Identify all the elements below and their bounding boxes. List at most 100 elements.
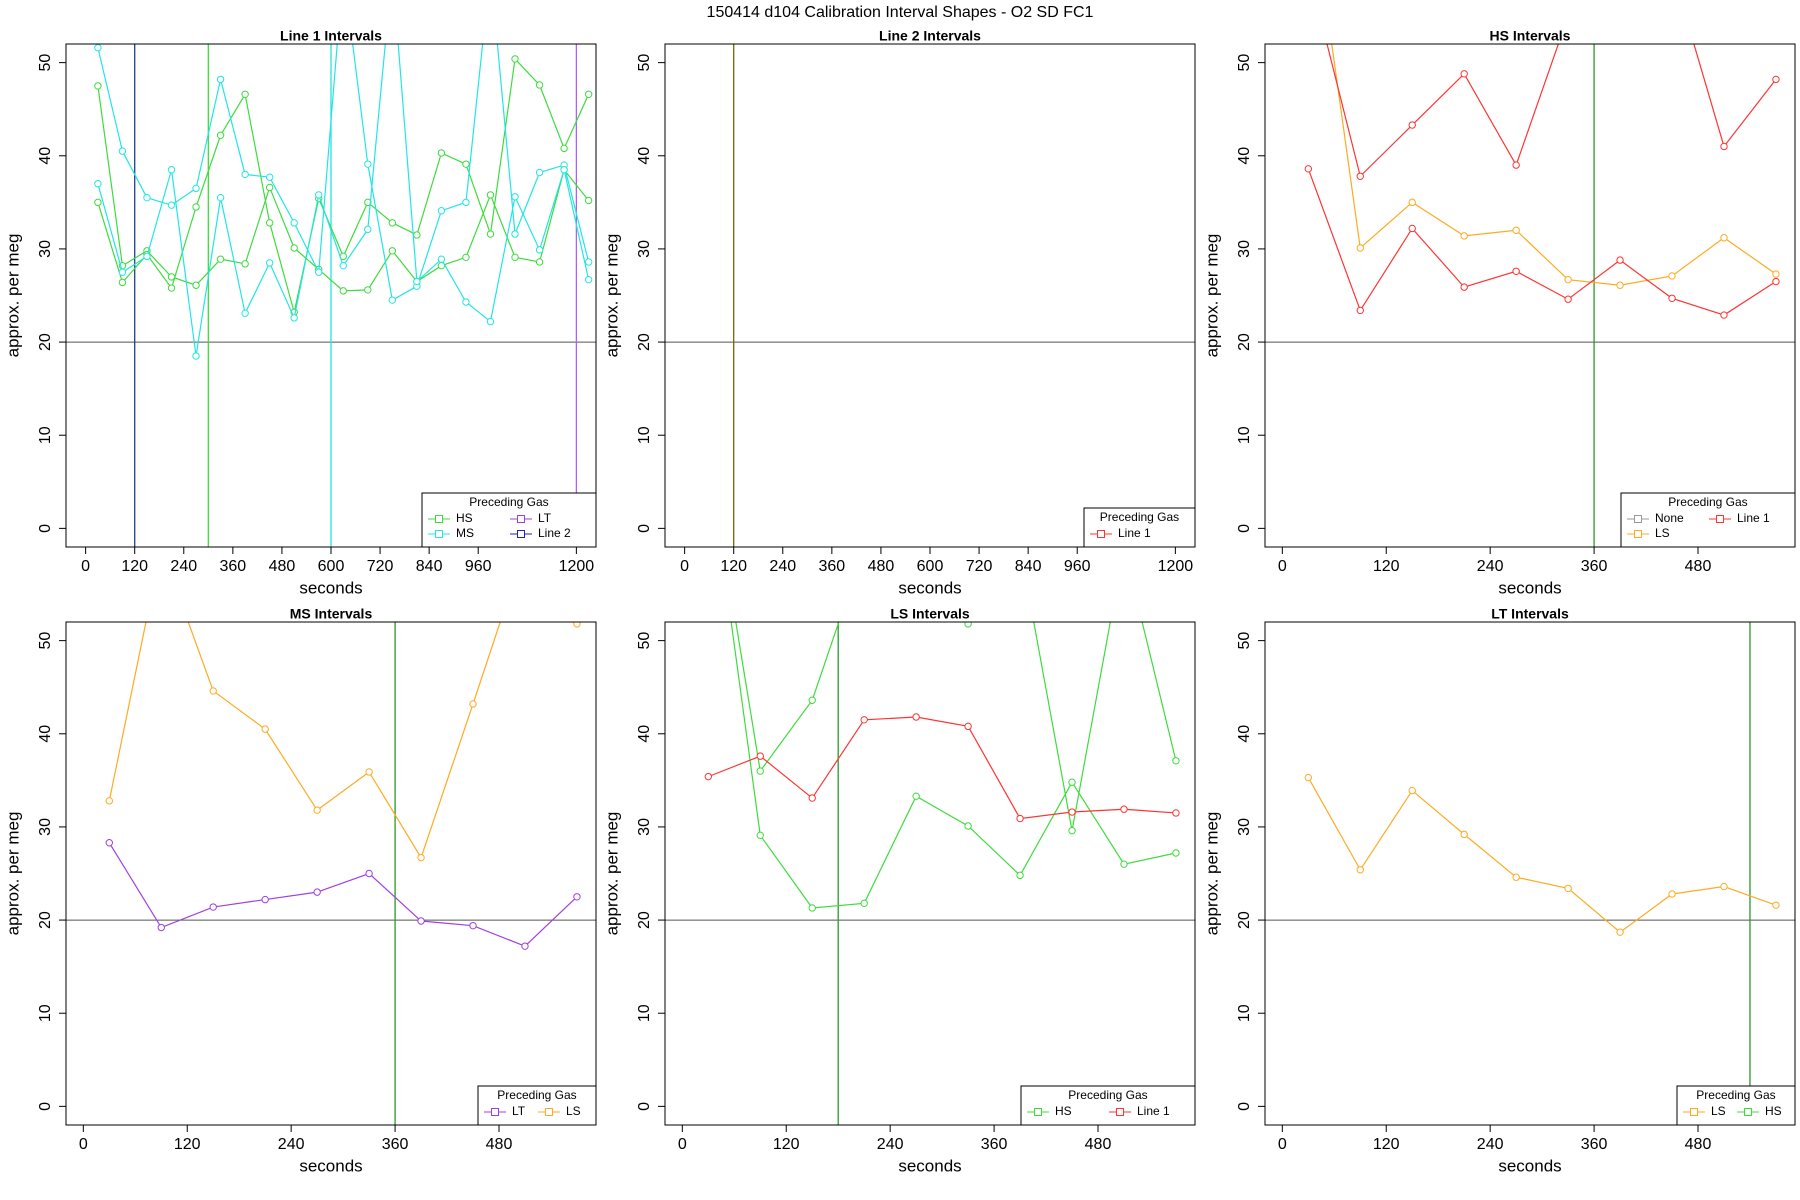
x-tick-label: 1200 [559, 558, 595, 575]
data-point [1356, 244, 1364, 252]
panel-title: LS Intervals [890, 606, 970, 622]
data-point [705, 451, 711, 457]
data-point [462, 253, 470, 262]
data-point [486, 230, 495, 238]
y-tick-label: 20 [1236, 911, 1253, 929]
panel: Line 1 Intervals seconds approx. per meg 0 1… [3, 28, 597, 597]
data-point [192, 352, 200, 360]
data-point [364, 198, 372, 207]
data-point [216, 193, 225, 202]
plot-area [66, 622, 596, 1125]
data-point [535, 246, 544, 254]
figure-title: 150414 d104 Calibration Interval Shapes … [707, 4, 1094, 21]
legend-label: MS [456, 526, 474, 540]
data-point [1460, 232, 1468, 240]
data-point [560, 166, 568, 174]
legend-box [477, 1085, 597, 1126]
legend-title: Preceding Gas [1068, 1088, 1147, 1102]
data-point [1616, 281, 1624, 289]
data-point [511, 253, 519, 262]
legend-title: Preceding Gas [1100, 510, 1179, 524]
data-point [1616, 256, 1624, 264]
y-tick-label: 20 [636, 911, 653, 929]
x-tick-label: 120 [773, 1136, 800, 1153]
x-tick-label: 360 [981, 1136, 1008, 1153]
data-point [365, 768, 373, 776]
plot-frame [65, 43, 597, 548]
y-tick-label: 50 [37, 54, 54, 72]
data-point [1068, 808, 1076, 816]
data-point [413, 277, 421, 286]
y-tick-label: 0 [636, 524, 653, 533]
data-point [388, 296, 397, 304]
data-point [1120, 805, 1128, 813]
data-point [1408, 198, 1416, 207]
data-point [315, 191, 323, 199]
data-point [808, 794, 816, 802]
data-point [1772, 270, 1780, 278]
y-tick-label: 10 [1236, 426, 1253, 444]
data-point [912, 713, 920, 721]
legend-label: Line 1 [1118, 526, 1151, 540]
legend-marker [1744, 1108, 1752, 1116]
legend-label: Line 1 [1737, 511, 1770, 525]
x-tick-label: 120 [1373, 1136, 1400, 1153]
data-point [290, 244, 298, 252]
y-tick-label: 10 [37, 426, 54, 444]
data-point [462, 298, 470, 306]
legend-box [1083, 507, 1196, 548]
data-point [1720, 142, 1728, 151]
data-point [573, 893, 581, 901]
x-tick-label: 0 [678, 1136, 687, 1153]
data-point [469, 921, 477, 930]
data-point [241, 90, 249, 99]
x-tick-label: 0 [81, 558, 90, 575]
data-point [1356, 866, 1364, 874]
data-point [584, 258, 593, 266]
data-point [1356, 172, 1364, 180]
y-tick-label: 20 [37, 333, 54, 351]
data-point [1564, 884, 1572, 893]
data-point [143, 252, 151, 261]
data-point [216, 131, 225, 139]
legend-label: LT [512, 1104, 526, 1118]
data-point [313, 806, 321, 814]
data-point [339, 287, 347, 295]
data-point [167, 166, 176, 174]
y-tick-label: 40 [1236, 147, 1253, 165]
legend-box [1020, 1085, 1196, 1126]
x-tick-label: 120 [720, 558, 747, 575]
x-axis-label: seconds [1498, 1156, 1561, 1175]
y-tick-label: 30 [636, 818, 653, 836]
legend-marker [1097, 530, 1105, 538]
data-point [704, 772, 713, 781]
x-tick-label: 240 [769, 558, 796, 575]
y-axis-label: approx. per meg [602, 812, 621, 936]
data-point [462, 160, 470, 168]
y-axis-label: approx. per meg [602, 234, 621, 358]
data-point [167, 284, 176, 292]
data-point [1068, 778, 1076, 786]
legend-label: LT [538, 511, 552, 525]
data-point [1720, 882, 1728, 891]
data-point [1668, 890, 1676, 898]
data-point [912, 792, 920, 800]
data-point [313, 888, 321, 896]
data-point [1668, 272, 1676, 280]
legend-marker [1634, 515, 1642, 523]
x-tick-label: 360 [382, 1136, 409, 1153]
data-point [511, 55, 519, 63]
data-point [192, 281, 200, 289]
y-tick-label: 40 [636, 147, 653, 165]
data-point [584, 196, 593, 205]
legend-label: HS [1055, 1104, 1072, 1118]
data-point [860, 716, 868, 724]
y-axis-label: approx. per meg [3, 812, 22, 936]
y-tick-label: 10 [636, 426, 653, 444]
data-point [1460, 283, 1468, 291]
y-axis-label: approx. per meg [1202, 234, 1221, 358]
data-point [265, 183, 274, 192]
y-tick-label: 50 [37, 632, 54, 650]
legend-marker [1116, 1108, 1124, 1116]
